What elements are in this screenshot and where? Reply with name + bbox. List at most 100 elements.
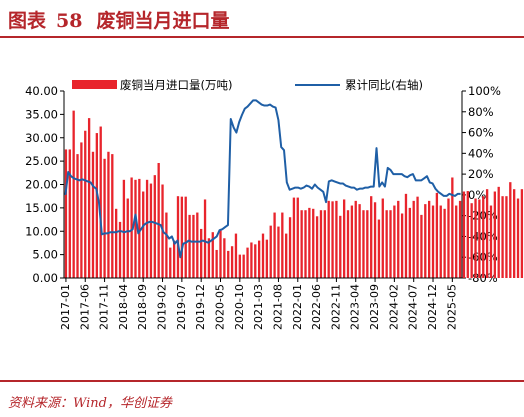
bar	[273, 212, 276, 278]
bar	[234, 233, 238, 278]
bar	[254, 244, 257, 278]
bar	[439, 205, 442, 278]
x-tick-label: 2021-03	[252, 284, 265, 330]
bar	[497, 186, 500, 278]
right-tick-label: 40%	[468, 146, 494, 160]
x-tick-label: 2022-11	[329, 284, 342, 330]
bar	[466, 191, 469, 278]
bar	[513, 189, 516, 278]
bar	[68, 149, 71, 278]
bar	[366, 210, 369, 278]
bar	[84, 130, 87, 278]
bar	[269, 225, 272, 278]
right-tick-label: 80%	[468, 105, 494, 119]
bar	[358, 204, 361, 278]
line-path	[64, 99, 461, 259]
bar	[308, 207, 311, 278]
bar	[169, 247, 172, 278]
x-tick-label: 2019-12	[194, 284, 207, 330]
bar	[431, 205, 435, 278]
bar	[455, 205, 458, 278]
bar	[215, 249, 218, 278]
bar	[342, 199, 346, 278]
bar	[115, 208, 118, 278]
bar	[516, 198, 520, 278]
x-tick-label: 2024-12	[426, 284, 439, 330]
bar	[427, 200, 431, 278]
bar	[281, 212, 284, 278]
bar	[99, 126, 102, 278]
bar	[250, 242, 253, 278]
bar	[107, 151, 110, 278]
bar	[292, 197, 296, 278]
x-axis: 2017-01 2017-06 2017-11 2018-04 2018-09 2019-…	[59, 277, 462, 330]
x-tick-label: 2017-06	[78, 284, 91, 330]
right-tick-label: 60%	[468, 126, 494, 140]
bar	[142, 191, 145, 278]
bar	[443, 208, 446, 278]
bar	[331, 201, 334, 278]
bar	[91, 151, 95, 278]
bar	[80, 142, 83, 278]
bar	[126, 198, 129, 278]
bar	[408, 207, 411, 278]
figure-label: 图表	[8, 10, 47, 32]
left-tick-label: 5.00	[32, 248, 58, 262]
left-tick-label: 0.00	[32, 271, 58, 285]
bar	[381, 198, 384, 278]
bar	[327, 200, 330, 278]
figure-title-text: 废铜当月进口量	[96, 10, 230, 32]
chart: 0.00 5.00 10.00 15.00 20.00 25.00 30.00 35.00 40…	[25, 78, 524, 330]
bar	[200, 228, 203, 278]
bar	[335, 200, 338, 278]
bar	[315, 216, 319, 278]
bar	[373, 202, 377, 278]
legend: 废铜当月进口量(万吨) 累计同比(右轴)	[72, 78, 423, 92]
bar	[420, 214, 423, 278]
bar	[122, 179, 126, 278]
bar	[203, 199, 207, 278]
right-tick-label: 20%	[468, 167, 494, 181]
x-tick-label: 2020-10	[233, 284, 246, 330]
bar	[277, 226, 280, 278]
bar	[223, 238, 226, 278]
bar	[227, 250, 230, 278]
x-tick-label: 2019-02	[156, 284, 169, 330]
bar	[501, 196, 504, 278]
left-y-axis: 0.00 5.00 10.00 15.00 20.00 25.00 30.00 35.00 40…	[25, 84, 65, 285]
bar	[296, 197, 299, 278]
bar-series	[64, 110, 524, 278]
bar	[509, 182, 512, 278]
bar	[470, 203, 473, 278]
bar	[300, 210, 303, 278]
left-tick-label: 20.00	[25, 178, 58, 192]
figure-number: 58	[56, 10, 83, 32]
legend-label-line: 累计同比(右轴)	[345, 78, 423, 92]
bar	[207, 238, 211, 278]
x-tick-label: 2021-08	[271, 284, 284, 330]
left-tick-label: 10.00	[25, 224, 58, 238]
bar	[339, 215, 342, 278]
bar	[304, 210, 307, 278]
bar	[370, 196, 373, 278]
x-tick-label: 2022-06	[310, 284, 323, 330]
bar	[350, 205, 354, 278]
bar	[130, 177, 133, 278]
figure-title: 图表 58 废铜当月进口量	[8, 6, 229, 33]
legend-swatch-bar	[72, 80, 117, 89]
right-tick-label: 0%	[468, 188, 486, 202]
bar	[172, 240, 176, 278]
bar	[478, 199, 481, 278]
source-note: 资料来源：Wind，华创证券	[8, 396, 172, 411]
bar	[400, 213, 404, 278]
left-tick-label: 30.00	[25, 131, 58, 145]
bar	[145, 179, 149, 278]
bar	[482, 196, 485, 278]
bar	[346, 210, 350, 278]
x-tick-label: 2023-09	[368, 284, 381, 330]
bar	[176, 196, 180, 278]
bar	[196, 212, 199, 278]
bar	[319, 210, 323, 278]
x-tick-label: 2020-05	[213, 284, 226, 330]
x-tick-label: 2024-07	[407, 284, 420, 330]
